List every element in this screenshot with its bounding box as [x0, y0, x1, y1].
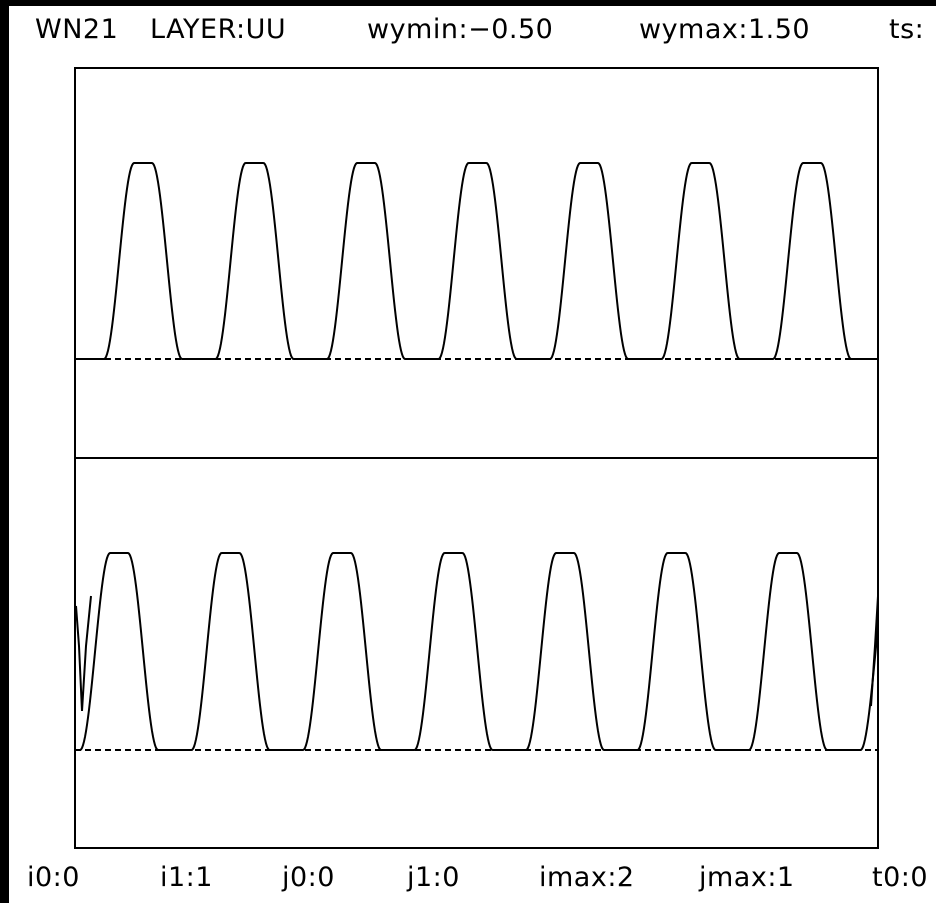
window-id-label: WN21	[35, 14, 119, 45]
j1-label: j1:0	[407, 862, 460, 893]
wymax-label: wymax:1.50	[639, 14, 811, 45]
layer-label: LAYER:UU	[150, 14, 287, 45]
jmax-label: jmax:1	[699, 862, 795, 893]
plot-window: WN21 LAYER:UU wymin:−0.50 wymax:1.50 ts:…	[9, 6, 936, 903]
wymin-label: wymin:−0.50	[367, 14, 554, 45]
i1-label: i1:1	[160, 862, 213, 893]
i0-label: i0:0	[27, 862, 80, 893]
j0-label: j0:0	[282, 862, 335, 893]
upper-series-line	[75, 162, 878, 360]
t0-label: t0:0	[872, 862, 929, 893]
plot-area	[74, 67, 879, 849]
lower-right-spike	[870, 595, 879, 707]
lower-left-spike	[75, 595, 92, 712]
ts-label: ts:	[889, 14, 925, 45]
imax-label: imax:2	[539, 862, 635, 893]
lower-series-line	[77, 552, 879, 751]
